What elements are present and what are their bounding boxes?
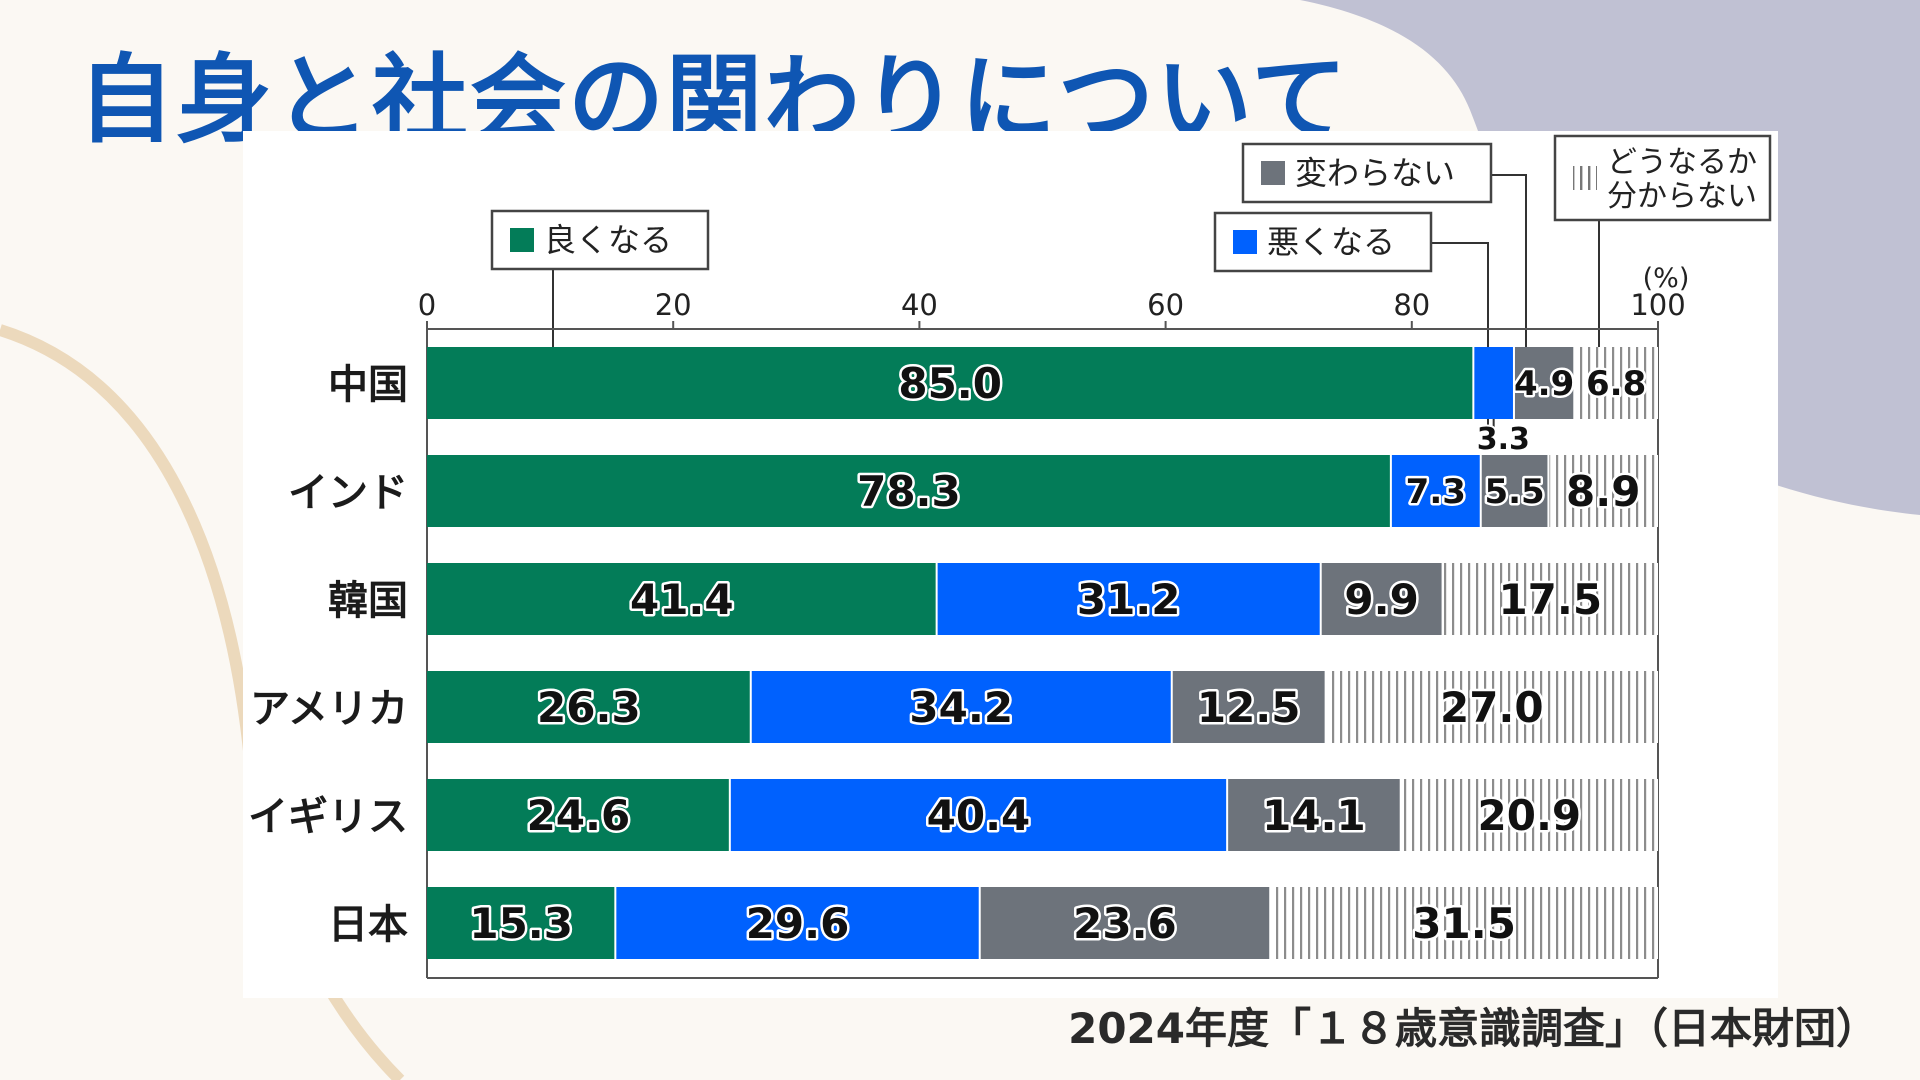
data-label: 78.3 bbox=[857, 467, 961, 516]
bar-segment-bad bbox=[750, 671, 1172, 743]
bar-segment-good bbox=[427, 671, 751, 743]
data-label: 34.2 bbox=[909, 683, 1013, 732]
data-label: 17.5 bbox=[1498, 575, 1602, 624]
bar-segment-same bbox=[1480, 455, 1549, 527]
category-label: アメリカ bbox=[250, 686, 408, 732]
bar-segment-good bbox=[427, 455, 1391, 527]
bar-segment-unknown bbox=[1325, 671, 1658, 743]
bar-segment-bad bbox=[936, 563, 1321, 635]
stacked-bar-chart: 0 20 40 60 80 100(%) 中国 85.0 3.3 4.9 6.8 インド 78.3 7.… bbox=[248, 134, 1772, 979]
unit-label: (%) bbox=[1643, 263, 1690, 294]
bar-segment-good bbox=[427, 887, 616, 959]
data-label: 9.9 bbox=[1344, 575, 1418, 624]
bar-segment-good bbox=[427, 779, 730, 851]
bars bbox=[427, 347, 1658, 959]
data-label: 31.5 bbox=[1412, 899, 1516, 948]
data-label: 41.4 bbox=[630, 575, 734, 624]
data-label: 24.6 bbox=[527, 791, 631, 840]
bar-segment-good bbox=[427, 347, 1474, 419]
data-label: 15.3 bbox=[469, 899, 573, 948]
chart-panel: 0 20 40 60 80 100 (%) 中国 85.0 3.3 4.9 6.8 インド 78.3 7.… bbox=[243, 131, 1778, 998]
legend-box bbox=[1241, 142, 1493, 204]
category-label: 日本 bbox=[328, 902, 408, 948]
category-label: 中国 bbox=[328, 362, 408, 408]
x-tick-label: 20 bbox=[655, 288, 692, 322]
legend-leader-line bbox=[1491, 174, 1527, 353]
data-label-leader bbox=[1485, 419, 1495, 436]
bar-segment-unknown bbox=[1442, 563, 1658, 635]
bar-segment-bad bbox=[729, 779, 1228, 851]
category-label: インド bbox=[288, 470, 408, 516]
data-label: 26.3 bbox=[537, 683, 641, 732]
source-caption: 2024年度「１８歳意識調査」（日本財団） bbox=[1068, 1004, 1878, 1053]
bar-segment-bad bbox=[615, 887, 980, 959]
x-tick-label: 60 bbox=[1147, 288, 1184, 322]
bar-segment-unknown bbox=[1270, 887, 1658, 959]
bar-segment-good bbox=[427, 563, 937, 635]
x-tick-label: 100 bbox=[1630, 288, 1685, 322]
bar-segment-unknown bbox=[1574, 347, 1658, 419]
x-tick-label: 40 bbox=[901, 288, 938, 322]
legend-swatch bbox=[1573, 166, 1597, 190]
category-label: イギリス bbox=[248, 794, 408, 840]
data-label: 29.6 bbox=[746, 899, 850, 948]
data-label: 8.9 bbox=[1566, 467, 1640, 516]
category-label: 韓国 bbox=[328, 578, 408, 624]
legend-swatch bbox=[1233, 230, 1257, 254]
data-label: 14.1 bbox=[1262, 791, 1366, 840]
data-label: 7.3 bbox=[1406, 472, 1466, 512]
data-label: 85.0 bbox=[898, 359, 1002, 408]
bar-segment-bad bbox=[1390, 455, 1481, 527]
legend-label: 変わらない bbox=[1295, 154, 1455, 192]
data-label: 31.2 bbox=[1077, 575, 1181, 624]
data-label: 3.3 bbox=[1477, 422, 1530, 457]
data-label: 27.0 bbox=[1440, 683, 1544, 732]
legend-swatch bbox=[510, 228, 534, 252]
data-label: 40.4 bbox=[927, 791, 1031, 840]
legend-label: 分からない bbox=[1607, 179, 1757, 214]
bar-segment-same bbox=[1513, 347, 1575, 419]
data-label: 23.6 bbox=[1073, 899, 1177, 948]
x-tick-label: 0 bbox=[418, 288, 436, 322]
bar-segment-same bbox=[1320, 563, 1443, 635]
data-label: 4.9 bbox=[1514, 364, 1574, 404]
bar-segment-unknown bbox=[1548, 455, 1658, 527]
data-label: 20.9 bbox=[1478, 791, 1582, 840]
data-label: 5.5 bbox=[1484, 472, 1544, 512]
legend-label: 悪くなる bbox=[1267, 223, 1395, 261]
data-label: 12.5 bbox=[1197, 683, 1301, 732]
legend-label: 良くなる bbox=[544, 221, 672, 259]
bar-segment-unknown bbox=[1400, 779, 1658, 851]
data-labels: 中国 85.0 3.3 4.9 6.8 インド 78.3 7.3 5.5 8.9 韓国 41.4 31.… bbox=[248, 357, 1649, 951]
data-label: 6.8 bbox=[1586, 364, 1646, 404]
x-tick-label: 80 bbox=[1393, 288, 1430, 322]
bar-segment-same bbox=[1171, 671, 1326, 743]
bar-segment-bad bbox=[1473, 347, 1514, 419]
bar-segment-same bbox=[1227, 779, 1401, 851]
legend-swatch bbox=[1261, 161, 1285, 185]
legend-label: どうなるか bbox=[1607, 145, 1757, 180]
x-axis: 0 20 40 60 80 100(%) bbox=[418, 263, 1690, 979]
bar-segment-same bbox=[979, 887, 1271, 959]
